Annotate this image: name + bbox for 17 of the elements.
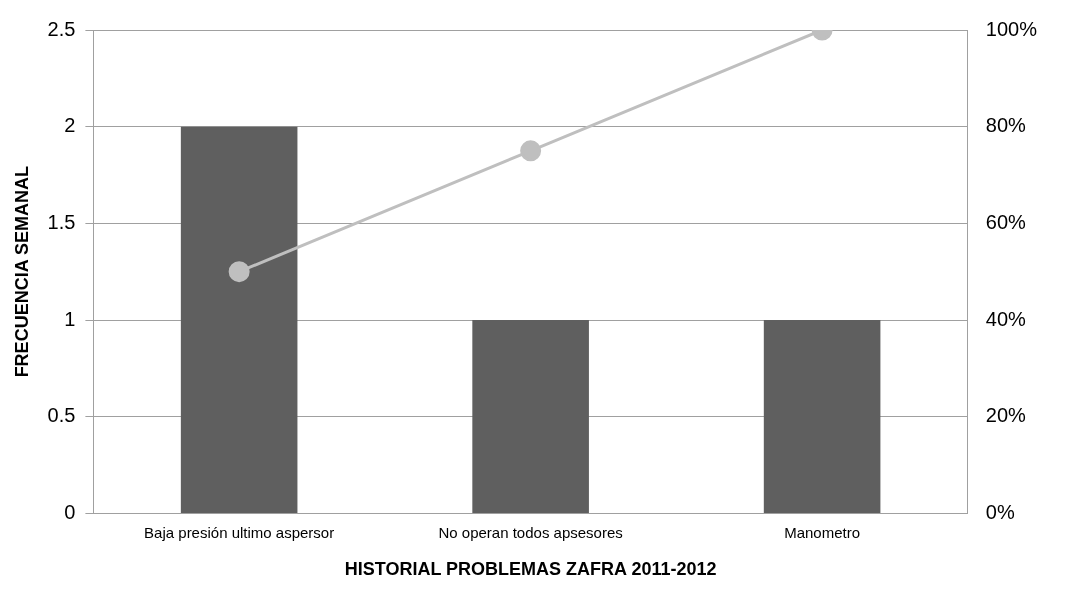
x-axis-title: HISTORIAL PROBLEMAS ZAFRA 2011-2012	[344, 559, 717, 580]
y2-tick-label: 20%	[985, 404, 1027, 427]
x-tick-label: No operan todos apsesores	[438, 523, 623, 541]
y2-tick-label: 0%	[985, 500, 1015, 523]
y-tick-label: 2	[64, 114, 76, 137]
y2-tick-label: 60%	[985, 210, 1027, 233]
y2-tick-label: 80%	[985, 114, 1027, 137]
y-tick-label: 0.5	[47, 404, 76, 427]
y-tick-label: 1.5	[47, 210, 76, 233]
y-axis-title: FRECUENCIA SEMANAL	[11, 166, 32, 378]
y-tick-label: 2.5	[47, 17, 76, 40]
x-tick-label: Baja presión ultimo aspersor	[144, 523, 335, 541]
y2-tick-label: 100%	[985, 17, 1038, 40]
y-tick-label: 1	[64, 307, 76, 330]
x-tick-label: Manometro	[784, 523, 861, 541]
y2-tick-label: 40%	[985, 307, 1027, 330]
y-tick-label: 0	[64, 500, 76, 523]
